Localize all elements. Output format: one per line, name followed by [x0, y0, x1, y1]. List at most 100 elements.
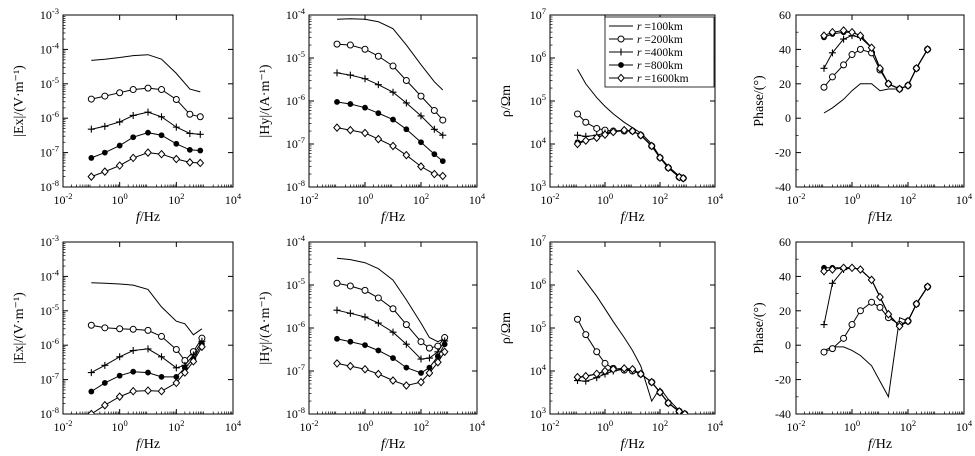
data-point-circle: [144, 326, 152, 334]
y-tick-label: -20: [775, 373, 791, 387]
data-point-circle: [828, 73, 836, 81]
x-tick-label: 104: [225, 191, 242, 207]
data-point-dot: [375, 347, 382, 354]
data-point-dot: [347, 101, 354, 107]
tick-exponent: -3: [52, 6, 59, 16]
data-point-dot: [130, 368, 137, 375]
data-point-plus: [172, 364, 180, 372]
data-point-diamond: [185, 158, 194, 167]
tick-base: 10: [40, 235, 52, 249]
data-point-circle: [87, 321, 95, 329]
y-tick-label: 10-7: [40, 144, 59, 160]
legend-label: r =1600km: [637, 73, 689, 85]
x-tick-label: 100: [844, 418, 860, 434]
data-point-plus: [116, 353, 124, 361]
tick-base: 10: [597, 193, 609, 207]
data-point-dot: [439, 158, 446, 165]
data-point-diamond: [848, 27, 856, 37]
tick-base: 10: [469, 193, 481, 207]
tick-base: 10: [530, 94, 542, 108]
data-point-diamond: [647, 141, 656, 151]
data-point-plus: [820, 64, 828, 72]
x-axis-label-unit: /Hz: [624, 210, 644, 225]
tick-base: 10: [40, 373, 52, 387]
x-tick-label: 100: [844, 191, 860, 207]
tick-base: 10: [286, 235, 298, 249]
y-axis-label: ρ/Ωm: [499, 85, 514, 117]
tick-exponent: 2: [912, 418, 916, 428]
tick-exponent: 3: [542, 405, 546, 415]
x-tick-label: 102: [168, 418, 184, 434]
y-tick-label: 106: [530, 276, 546, 292]
x-axis-label-unit: /Hz: [624, 437, 644, 452]
x-axis-label: f/Hz: [381, 437, 405, 452]
legend-marker-dot: [618, 62, 624, 68]
tick-exponent: 4: [719, 418, 724, 428]
y-tick-label: 0: [785, 338, 791, 352]
series-line-r-1600km: [91, 346, 203, 414]
data-point-dot: [441, 341, 448, 348]
data-point-diamond: [389, 141, 397, 151]
data-point-plus: [828, 49, 836, 57]
data-point-circle: [417, 92, 425, 100]
x-axis-label-symbol: f: [620, 437, 626, 452]
tick-exponent: -5: [298, 276, 305, 286]
data-point-plus: [374, 319, 382, 327]
legend-label: r =100km: [637, 21, 683, 33]
tick-base: 10: [956, 420, 968, 434]
tick-exponent: 3: [542, 178, 546, 188]
data-point-diamond: [867, 43, 876, 53]
data-point-dot: [88, 155, 95, 161]
series-line-r-1600km: [91, 152, 201, 178]
tick-exponent: -8: [298, 178, 305, 188]
tick-base: 10: [286, 94, 298, 108]
tick-base: 10: [530, 321, 542, 335]
y-tick-label: 10-6: [40, 109, 59, 125]
series-line-r-1600km: [823, 267, 929, 327]
x-tick-label: 104: [707, 191, 724, 207]
y-axis-label: |Hy|/(A·m⁻¹): [258, 291, 273, 365]
data-point-circle: [389, 62, 397, 70]
data-point-diamond: [361, 128, 369, 138]
tick-base: 10: [530, 278, 542, 292]
data-point-diamond: [198, 342, 206, 352]
data-point-circle: [402, 76, 410, 84]
data-point-circle: [129, 325, 137, 333]
y-tick-label: 10-8: [286, 178, 305, 194]
series-group: [820, 26, 932, 114]
tick-base: 10: [540, 420, 552, 434]
tick-exponent: -5: [298, 49, 305, 59]
data-point-diamond: [895, 321, 904, 331]
data-point-plus: [574, 131, 581, 139]
y-tick-label: 10-4: [286, 233, 306, 249]
data-point-diamond: [157, 149, 166, 159]
x-tick-label: 104: [707, 418, 724, 434]
tick-base: 10: [413, 193, 425, 207]
data-point-dot: [130, 134, 137, 141]
y-tick-label: 60: [779, 235, 791, 249]
data-point-circle: [346, 41, 354, 49]
data-point-plus: [196, 130, 204, 138]
tick-base: 10: [286, 51, 298, 65]
tick-base: 10: [844, 420, 856, 434]
data-point-plus: [402, 99, 410, 107]
tick-base: 10: [530, 364, 542, 378]
data-point-circle: [346, 282, 354, 290]
x-axis-label: f/Hz: [136, 437, 160, 452]
data-point-diamond: [581, 371, 590, 381]
series-line-r-1600km: [823, 29, 929, 90]
series-line-r-200km: [823, 286, 929, 353]
tick-base: 10: [112, 420, 124, 434]
data-point-diamond: [581, 136, 590, 145]
tick-base: 10: [40, 304, 52, 318]
y-tick-label: 40: [779, 269, 791, 283]
x-axis-label-unit: /Hz: [140, 210, 160, 225]
x-tick-label: 102: [652, 191, 668, 207]
data-point-dot: [173, 140, 180, 147]
series-line-r-400km: [577, 368, 686, 414]
data-point-dot: [362, 104, 368, 111]
tick-base: 10: [413, 420, 425, 434]
legend-label: r =400km: [637, 47, 683, 59]
